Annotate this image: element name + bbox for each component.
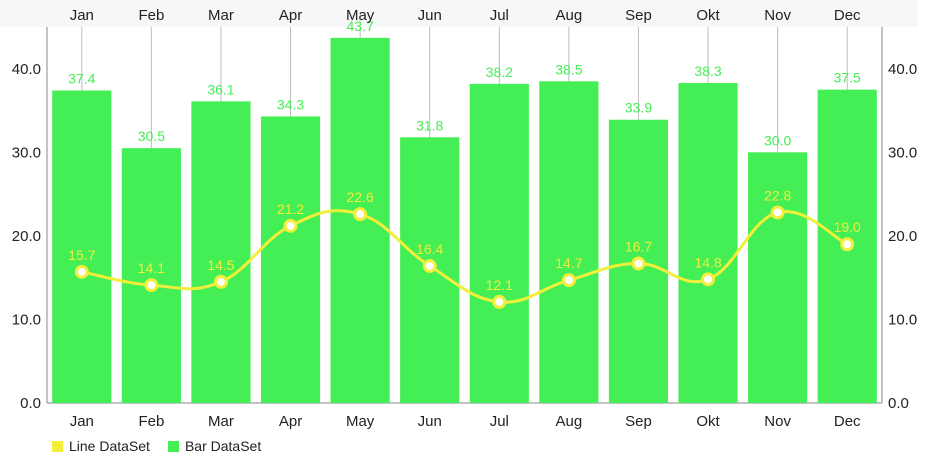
x-tick-bottom-apr: Apr <box>279 413 302 430</box>
x-tick-top-jun: Jun <box>418 7 442 24</box>
legend-item-line[interactable]: Line DataSet <box>52 438 150 454</box>
bar-value-label-nov: 30.0 <box>764 132 791 148</box>
x-tick-top-feb: Feb <box>138 7 164 24</box>
bar-okt <box>678 82 738 403</box>
bar-value-label-mar: 36.1 <box>207 81 234 97</box>
x-tick-bottom-mar: Mar <box>208 413 234 430</box>
bar-jul <box>469 83 529 403</box>
x-tick-bottom-may: May <box>346 413 375 430</box>
line-value-label-may: 22.6 <box>347 189 374 205</box>
x-tick-top-mar: Mar <box>208 7 234 24</box>
line-point-jul <box>492 294 507 309</box>
line-value-label-jun: 16.4 <box>416 241 443 257</box>
bar-value-label-dec: 37.5 <box>834 70 861 86</box>
bar-value-label-jul: 38.2 <box>486 64 513 80</box>
y-tick-right-4: 40.0 <box>888 61 917 78</box>
bar-apr <box>260 116 321 403</box>
y-tick-left-1: 10.0 <box>12 311 41 328</box>
line-point-nov <box>770 205 785 220</box>
line-value-label-okt: 14.8 <box>694 254 721 270</box>
line-value-label-jul: 12.1 <box>486 277 513 293</box>
line-point-aug <box>561 273 576 288</box>
line-point-feb <box>144 278 159 293</box>
top-band <box>0 0 918 27</box>
x-tick-bottom-jul: Jul <box>490 413 509 430</box>
x-tick-bottom-feb: Feb <box>138 413 164 430</box>
x-tick-top-jan: Jan <box>70 7 94 24</box>
line-value-label-sep: 16.7 <box>625 238 652 254</box>
bar-value-label-jan: 37.4 <box>68 71 95 87</box>
x-tick-bottom-okt: Okt <box>696 413 720 430</box>
legend: Line DataSet Bar DataSet <box>52 438 269 454</box>
x-tick-bottom-aug: Aug <box>556 413 583 430</box>
x-tick-top-may: May <box>346 7 375 24</box>
legend-item-bar[interactable]: Bar DataSet <box>167 438 262 454</box>
x-tick-top-aug: Aug <box>556 7 583 24</box>
bar-nov <box>748 152 808 403</box>
x-tick-top-sep: Sep <box>625 7 652 24</box>
x-tick-top-nov: Nov <box>764 7 791 24</box>
x-tick-bottom-nov: Nov <box>764 413 791 430</box>
line-value-label-aug: 14.7 <box>555 255 582 271</box>
line-point-sep <box>631 256 646 271</box>
line-point-dec <box>840 237 855 252</box>
y-tick-left-4: 40.0 <box>12 61 41 78</box>
x-tick-top-okt: Okt <box>696 7 720 24</box>
bar-aug <box>539 81 599 404</box>
x-tick-bottom-jun: Jun <box>418 413 442 430</box>
line-value-label-jan: 15.7 <box>68 247 95 263</box>
y-tick-right-2: 20.0 <box>888 228 917 245</box>
bar-value-label-aug: 38.5 <box>555 61 582 77</box>
x-tick-top-dec: Dec <box>834 7 861 24</box>
line-point-jan <box>74 264 89 279</box>
legend-label-line: Line DataSet <box>69 438 150 454</box>
line-value-label-feb: 14.1 <box>138 260 165 276</box>
y-tick-right-0: 0.0 <box>888 395 909 412</box>
line-point-may <box>353 207 368 222</box>
line-point-mar <box>213 274 228 289</box>
bar-value-label-jun: 31.8 <box>416 117 443 133</box>
bar-dataset-swatch <box>167 440 179 452</box>
x-tick-top-apr: Apr <box>279 7 302 24</box>
y-tick-left-0: 0.0 <box>20 395 41 412</box>
line-value-label-mar: 14.5 <box>207 257 234 273</box>
bar-value-label-feb: 30.5 <box>138 128 165 144</box>
y-tick-right-3: 30.0 <box>888 144 917 161</box>
y-tick-left-2: 20.0 <box>12 228 41 245</box>
line-value-label-apr: 21.2 <box>277 201 304 217</box>
line-point-apr <box>283 218 298 233</box>
x-tick-bottom-sep: Sep <box>625 413 652 430</box>
y-tick-right-1: 10.0 <box>888 311 917 328</box>
bar-mar <box>191 101 251 403</box>
bar-value-label-sep: 33.9 <box>625 100 652 116</box>
x-tick-bottom-jan: Jan <box>70 413 94 430</box>
bar-jan <box>52 90 112 403</box>
bar-feb <box>121 148 181 403</box>
line-point-okt <box>701 272 716 287</box>
y-tick-left-3: 30.0 <box>12 144 41 161</box>
bar-value-label-okt: 38.3 <box>694 63 721 79</box>
legend-label-bar: Bar DataSet <box>184 438 262 454</box>
line-dataset-swatch <box>52 440 63 452</box>
line-value-label-dec: 19.0 <box>834 219 861 235</box>
line-point-jun <box>422 258 437 273</box>
line-value-label-nov: 22.8 <box>764 187 791 203</box>
bar-value-label-apr: 34.3 <box>277 96 304 112</box>
x-tick-bottom-dec: Dec <box>834 413 861 430</box>
x-tick-top-jul: Jul <box>490 7 509 24</box>
bar-value-label-may: 43.7 <box>347 18 374 34</box>
